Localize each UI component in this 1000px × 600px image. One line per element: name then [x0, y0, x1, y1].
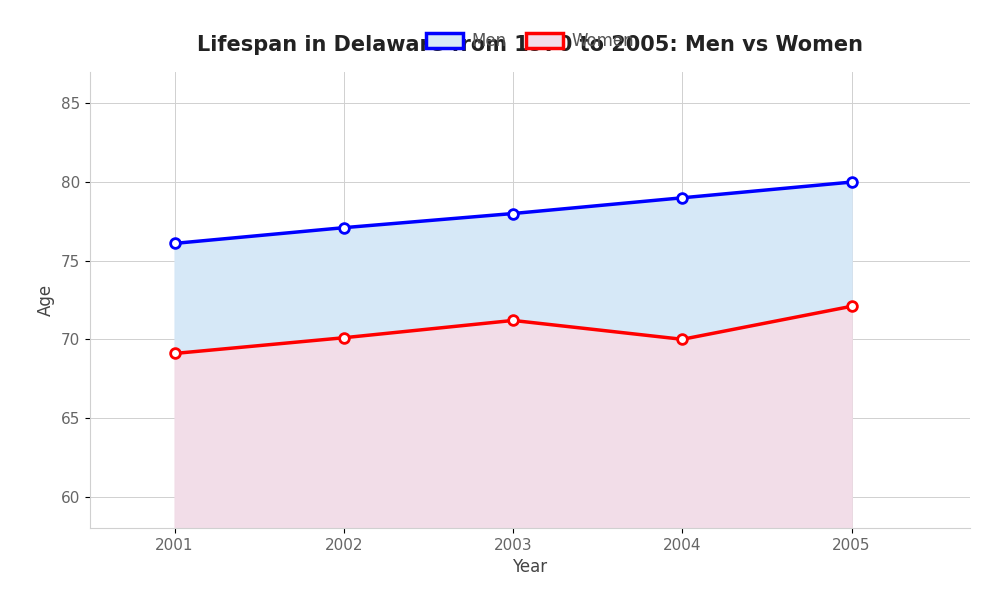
Y-axis label: Age: Age	[37, 284, 55, 316]
Legend: Men, Women: Men, Women	[419, 26, 641, 57]
Title: Lifespan in Delaware from 1970 to 2005: Men vs Women: Lifespan in Delaware from 1970 to 2005: …	[197, 35, 863, 55]
X-axis label: Year: Year	[512, 558, 548, 576]
